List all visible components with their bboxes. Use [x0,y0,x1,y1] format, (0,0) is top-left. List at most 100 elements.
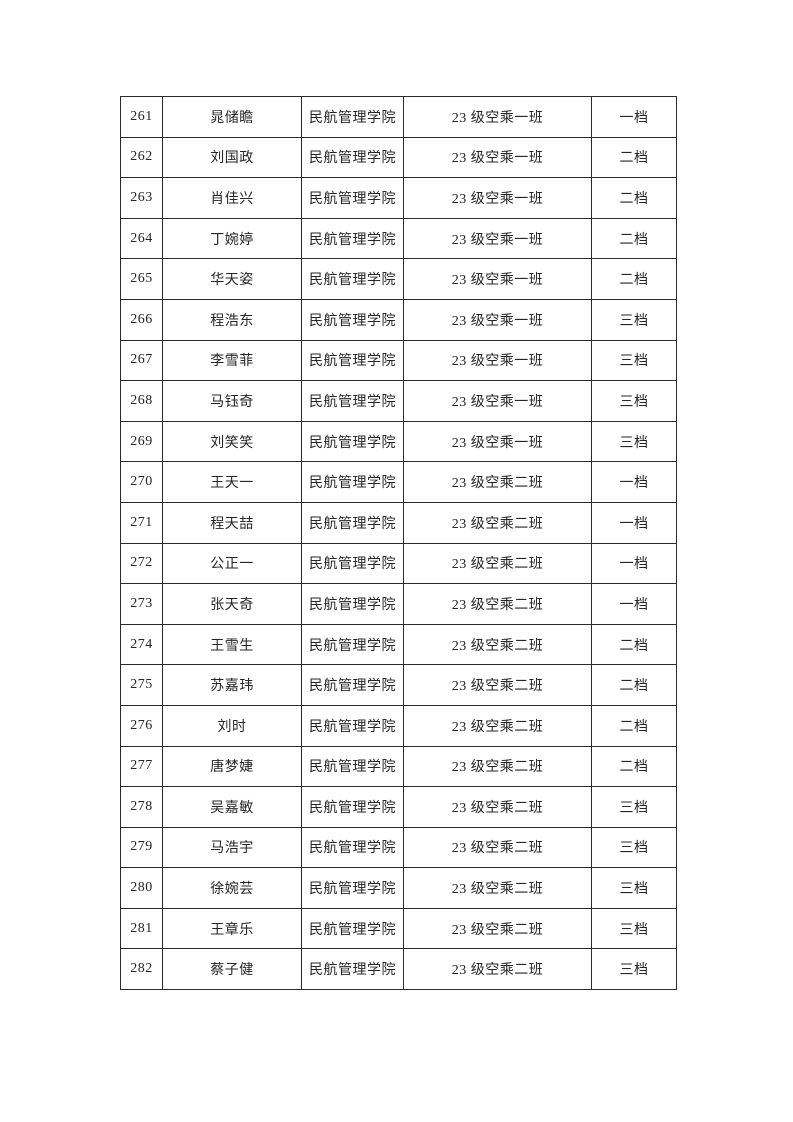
college-cell: 民航管理学院 [301,826,404,869]
class-cell: 23 级空乘二班 [403,704,592,747]
row-number-cell: 281 [120,907,163,950]
college-cell: 民航管理学院 [301,298,404,341]
row-number-cell: 264 [120,217,163,260]
row-number-cell: 270 [120,461,163,503]
row-number-cell: 267 [120,339,163,382]
row-number-cell: 261 [120,96,163,138]
class-cell: 23 级空乘二班 [403,867,592,909]
row-number-cell: 271 [120,501,163,544]
student-name-cell: 华天姿 [162,258,302,300]
table-row: 275 苏嘉玮 民航管理学院 23 级空乘二班 二档 [120,664,677,706]
student-name-cell: 晁储瞻 [162,96,302,138]
college-cell: 民航管理学院 [301,664,404,706]
college-cell: 民航管理学院 [301,623,404,666]
row-number-cell: 269 [120,420,163,463]
tier-cell: 一档 [591,461,677,503]
tier-cell: 二档 [591,136,677,179]
table-row: 279 马浩宇 民航管理学院 23 级空乘二班 三档 [120,826,677,869]
tier-cell: 三档 [591,826,677,869]
table-row: 282 蔡子健 民航管理学院 23 级空乘二班 三档 [120,948,677,991]
table-row: 270 王天一 民航管理学院 23 级空乘二班 一档 [120,461,677,503]
row-number-cell: 282 [120,948,163,991]
table-row: 269 刘笑笑 民航管理学院 23 级空乘一班 三档 [120,420,677,463]
class-cell: 23 级空乘一班 [403,217,592,260]
student-name-cell: 刘时 [162,704,302,747]
college-cell: 民航管理学院 [301,177,404,219]
student-name-cell: 张天奇 [162,583,302,625]
class-cell: 23 级空乘二班 [403,907,592,950]
class-cell: 23 级空乘一班 [403,420,592,463]
row-number-cell: 262 [120,136,163,179]
table-body: 261 晁储瞻 民航管理学院 23 级空乘一班 一档 262 刘国政 民航管理学… [120,96,677,991]
college-cell: 民航管理学院 [301,786,404,828]
tier-cell: 二档 [591,664,677,706]
student-name-cell: 唐梦婕 [162,745,302,788]
tier-cell: 二档 [591,217,677,260]
class-cell: 23 级空乘二班 [403,623,592,666]
class-cell: 23 级空乘二班 [403,786,592,828]
college-cell: 民航管理学院 [301,96,404,138]
college-cell: 民航管理学院 [301,867,404,909]
table-row: 265 华天姿 民航管理学院 23 级空乘一班 二档 [120,258,677,300]
student-name-cell: 王雪生 [162,623,302,666]
class-cell: 23 级空乘二班 [403,948,592,991]
tier-cell: 二档 [591,177,677,219]
row-number-cell: 268 [120,380,163,422]
class-cell: 23 级空乘二班 [403,583,592,625]
student-name-cell: 王章乐 [162,907,302,950]
table-row: 264 丁婉婷 民航管理学院 23 级空乘一班 二档 [120,217,677,260]
table-row: 267 李雪菲 民航管理学院 23 级空乘一班 三档 [120,339,677,382]
table-row: 262 刘国政 民航管理学院 23 级空乘一班 二档 [120,136,677,179]
table-row: 272 公正一 民航管理学院 23 级空乘二班 一档 [120,542,677,585]
row-number-cell: 278 [120,786,163,828]
college-cell: 民航管理学院 [301,380,404,422]
tier-cell: 二档 [591,704,677,747]
tier-cell: 三档 [591,907,677,950]
table-row: 276 刘时 民航管理学院 23 级空乘二班 二档 [120,704,677,747]
student-grade-table: 261 晁储瞻 民航管理学院 23 级空乘一班 一档 262 刘国政 民航管理学… [120,96,677,991]
row-number-cell: 265 [120,258,163,300]
row-number-cell: 274 [120,623,163,666]
tier-cell: 一档 [591,501,677,544]
row-number-cell: 276 [120,704,163,747]
table-row: 266 程浩东 民航管理学院 23 级空乘一班 三档 [120,298,677,341]
table-row: 273 张天奇 民航管理学院 23 级空乘二班 一档 [120,583,677,625]
table-row: 268 马钰奇 民航管理学院 23 级空乘一班 三档 [120,380,677,422]
class-cell: 23 级空乘二班 [403,826,592,869]
class-cell: 23 级空乘一班 [403,96,592,138]
row-number-cell: 277 [120,745,163,788]
tier-cell: 三档 [591,948,677,991]
student-name-cell: 马钰奇 [162,380,302,422]
table-row: 263 肖佳兴 民航管理学院 23 级空乘一班 二档 [120,177,677,219]
tier-cell: 三档 [591,867,677,909]
class-cell: 23 级空乘一班 [403,136,592,179]
college-cell: 民航管理学院 [301,501,404,544]
tier-cell: 三档 [591,339,677,382]
class-cell: 23 级空乘二班 [403,745,592,788]
row-number-cell: 263 [120,177,163,219]
table-row: 274 王雪生 民航管理学院 23 级空乘二班 二档 [120,623,677,666]
student-name-cell: 徐婉芸 [162,867,302,909]
student-name-cell: 刘笑笑 [162,420,302,463]
student-name-cell: 王天一 [162,461,302,503]
class-cell: 23 级空乘二班 [403,461,592,503]
row-number-cell: 275 [120,664,163,706]
table-row: 278 吴嘉敏 民航管理学院 23 级空乘二班 三档 [120,786,677,828]
tier-cell: 一档 [591,583,677,625]
college-cell: 民航管理学院 [301,907,404,950]
tier-cell: 一档 [591,96,677,138]
table-row: 277 唐梦婕 民航管理学院 23 级空乘二班 二档 [120,745,677,788]
class-cell: 23 级空乘一班 [403,258,592,300]
table-row: 280 徐婉芸 民航管理学院 23 级空乘二班 三档 [120,867,677,909]
student-name-cell: 程浩东 [162,298,302,341]
college-cell: 民航管理学院 [301,339,404,382]
tier-cell: 二档 [591,258,677,300]
student-name-cell: 吴嘉敏 [162,786,302,828]
tier-cell: 三档 [591,786,677,828]
tier-cell: 三档 [591,380,677,422]
college-cell: 民航管理学院 [301,136,404,179]
college-cell: 民航管理学院 [301,583,404,625]
class-cell: 23 级空乘一班 [403,380,592,422]
row-number-cell: 279 [120,826,163,869]
